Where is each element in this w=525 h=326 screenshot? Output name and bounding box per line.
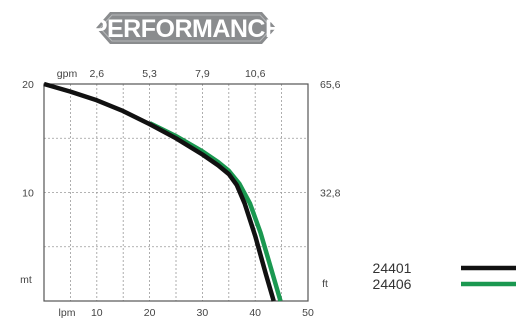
x-bottom-tick-label: 30 <box>197 307 209 319</box>
x-top-unit-label: gpm <box>57 68 78 80</box>
title-banner-shape <box>96 12 276 44</box>
x-bottom-tick-label: 50 <box>302 307 314 319</box>
y-right-tick-label: 65,6 <box>320 79 341 91</box>
x-bottom-tick-label: 20 <box>144 307 156 319</box>
x-bottom-tick-label: 10 <box>91 307 103 319</box>
plot-frame <box>43 83 309 302</box>
series-group <box>43 81 283 302</box>
x-top-tick-label: 5,3 <box>142 68 157 80</box>
x-bottom-tick-label: 40 <box>249 307 261 319</box>
x-top-tick-label: 2,6 <box>89 68 104 80</box>
axes: gpm lpm mt ft 10 20 30 40 50 2,6 5,3 7,9 10,6 10 2… <box>20 68 340 319</box>
title-banner: PERFORMANCE <box>91 12 282 44</box>
y-right-tick-label: 32,8 <box>320 188 341 200</box>
chart-title: PERFORMANCE <box>91 15 281 43</box>
x-top-tick-label: 10,6 <box>245 68 266 80</box>
series-line-24406 <box>148 121 283 302</box>
y-right-unit-label: ft <box>322 278 328 290</box>
series-line-24401 <box>43 81 276 302</box>
y-left-tick-label: 10 <box>22 188 34 200</box>
y-left-unit-label: mt <box>20 274 32 286</box>
legend-label-24406: 24406 <box>373 276 412 292</box>
x-bottom-unit-label: lpm <box>59 307 76 319</box>
x-top-tick-label: 7,9 <box>195 68 210 80</box>
legend-label-24401: 24401 <box>373 260 412 276</box>
y-left-tick-label: 20 <box>22 79 34 91</box>
grid <box>44 84 308 301</box>
